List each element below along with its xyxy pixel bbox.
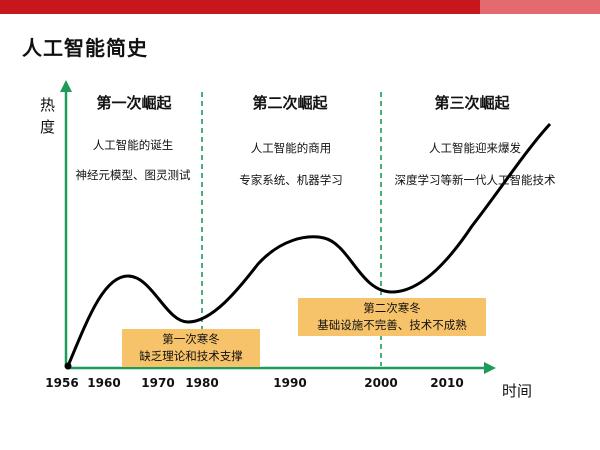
era-2-title: 第二次崛起 bbox=[252, 94, 328, 112]
winter-2-title: 第二次寒冬 bbox=[363, 301, 421, 315]
era-3-line-2: 深度学习等新一代人工智能技术 bbox=[394, 173, 556, 187]
tick-1990: 1990 bbox=[273, 376, 307, 390]
y-axis-arrow bbox=[60, 80, 72, 92]
x-axis-arrow bbox=[484, 362, 496, 374]
y-axis-label-2: 度 bbox=[40, 118, 56, 136]
era-1-title: 第一次崛起 bbox=[96, 94, 172, 112]
era-2-line-2: 专家系统、机器学习 bbox=[239, 173, 343, 187]
page-title: 人工智能简史 bbox=[22, 36, 148, 60]
tick-1980: 1980 bbox=[185, 376, 219, 390]
winter-box-1: 第一次寒冬 缺乏理论和技术支撑 bbox=[122, 329, 260, 367]
y-axis-label-1: 热 bbox=[40, 96, 56, 114]
tick-1970: 1970 bbox=[141, 376, 175, 390]
tick-1956: 1956 bbox=[45, 376, 79, 390]
tick-2000: 2000 bbox=[364, 376, 398, 390]
tick-2010: 2010 bbox=[430, 376, 464, 390]
era-3-line-1: 人工智能迎来爆发 bbox=[429, 141, 521, 155]
era-1-line-1: 人工智能的诞生 bbox=[92, 138, 174, 152]
tick-1960: 1960 bbox=[87, 376, 121, 390]
header-bar bbox=[0, 0, 600, 14]
heat-curve bbox=[66, 122, 552, 367]
x-axis-label: 时间 bbox=[502, 382, 533, 400]
era-3-title: 第三次崛起 bbox=[434, 94, 510, 112]
winter-2-desc: 基础设施不完善、技术不成熟 bbox=[317, 318, 467, 332]
winter-1-title: 第一次寒冬 bbox=[162, 332, 220, 346]
era-1-line-2: 神经元模型、图灵测试 bbox=[75, 168, 191, 182]
winter-1-desc: 缺乏理论和技术支撑 bbox=[139, 349, 243, 363]
winter-box-2: 第二次寒冬 基础设施不完善、技术不成熟 bbox=[298, 298, 486, 336]
era-2-line-1: 人工智能的商用 bbox=[250, 141, 332, 155]
curve-start-point bbox=[64, 362, 72, 370]
